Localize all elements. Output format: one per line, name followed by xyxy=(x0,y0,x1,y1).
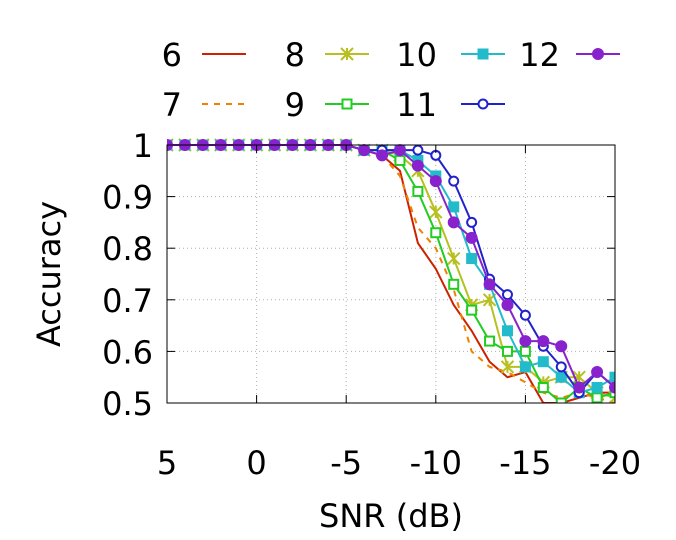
legend-marker-11 xyxy=(477,98,489,110)
data-point-12 xyxy=(555,340,568,353)
series-11 xyxy=(167,139,615,399)
data-point-9 xyxy=(501,345,513,357)
legend-label: 9 xyxy=(285,86,305,124)
data-point-12 xyxy=(376,149,389,162)
legend-marker-12 xyxy=(592,48,604,60)
y-tick-label: 0.9 xyxy=(102,179,153,217)
series-line-10 xyxy=(167,144,615,394)
legend-item-6: 6 xyxy=(162,36,246,74)
legend-marker-10 xyxy=(477,48,489,60)
data-point-9 xyxy=(519,345,531,357)
x-axis-title: SNR (dB) xyxy=(319,497,463,535)
data-point-12 xyxy=(591,366,604,379)
legend-item-9: 9 xyxy=(285,86,369,124)
data-point-11 xyxy=(412,144,424,156)
data-point-9 xyxy=(430,227,442,239)
data-point-10 xyxy=(609,371,615,383)
data-point-12 xyxy=(483,278,496,291)
data-point-9 xyxy=(394,154,406,166)
data-point-11 xyxy=(519,309,531,321)
data-point-12 xyxy=(537,335,550,348)
legend-item-11: 11 xyxy=(396,86,505,124)
y-tick-label: 0.5 xyxy=(102,385,153,423)
data-point-10 xyxy=(501,325,513,337)
y-tick-label: 0.7 xyxy=(102,282,153,320)
legend-item-12: 12 xyxy=(519,36,620,74)
legend-label: 7 xyxy=(162,86,182,124)
plot-frame xyxy=(166,144,616,404)
axis-ticks: 0.5 0.6 0.7 0.8 0.9 1 5 0 -5 -10 -15 -20 xyxy=(102,127,641,482)
series-10 xyxy=(167,139,615,399)
series-8 xyxy=(167,138,615,403)
x-tick-label: 5 xyxy=(157,444,177,482)
legend-item-8: 8 xyxy=(285,36,369,74)
data-point-10 xyxy=(591,382,603,394)
data-point-9 xyxy=(484,335,496,347)
data-point-11 xyxy=(466,216,478,228)
data-point-9 xyxy=(591,392,603,403)
x-tick-label: -5 xyxy=(330,444,362,482)
legend-label: 6 xyxy=(162,36,182,74)
y-tick-label: 0.8 xyxy=(102,230,153,268)
x-tick-label: 0 xyxy=(246,444,266,482)
data-point-11 xyxy=(555,361,567,373)
data-point-12 xyxy=(501,298,514,311)
data-point-10 xyxy=(537,356,549,368)
legend-marker-9 xyxy=(341,98,353,110)
data-point-9 xyxy=(537,382,549,394)
data-point-9 xyxy=(555,397,567,403)
legend-label: 10 xyxy=(396,36,437,74)
data-point-10 xyxy=(466,253,478,265)
data-point-11 xyxy=(501,289,513,301)
data-point-9 xyxy=(412,185,424,197)
data-point-12 xyxy=(609,381,615,394)
legend-label: 11 xyxy=(396,86,437,124)
series-line-11 xyxy=(167,144,615,394)
legend: 6 7 8 9 10 11 12 xyxy=(162,36,620,124)
x-tick-label: -10 xyxy=(410,444,462,482)
series-lines xyxy=(167,138,615,403)
data-point-9 xyxy=(466,304,478,316)
y-tick-label: 1 xyxy=(133,127,153,165)
x-tick-label: -15 xyxy=(499,444,551,482)
data-point-9 xyxy=(448,278,460,290)
data-point-12 xyxy=(573,381,586,394)
data-point-12 xyxy=(358,144,371,157)
data-point-12 xyxy=(519,335,532,348)
x-tick-label: -20 xyxy=(589,444,641,482)
grid xyxy=(167,145,615,403)
data-point-12 xyxy=(429,175,442,188)
data-point-11 xyxy=(448,175,460,187)
y-axis-title: Accuracy xyxy=(30,201,68,347)
legend-item-10: 10 xyxy=(396,36,505,74)
data-point-10 xyxy=(519,361,531,373)
data-point-10 xyxy=(555,371,567,383)
data-point-8 xyxy=(608,396,615,403)
y-tick-label: 0.6 xyxy=(102,333,153,371)
data-point-12 xyxy=(447,216,460,229)
data-point-12 xyxy=(465,231,478,244)
legend-label: 12 xyxy=(519,36,560,74)
data-point-10 xyxy=(448,201,460,213)
legend-item-7: 7 xyxy=(162,86,246,124)
data-point-12 xyxy=(393,144,406,157)
data-point-12 xyxy=(411,159,424,172)
legend-label: 8 xyxy=(285,36,305,74)
